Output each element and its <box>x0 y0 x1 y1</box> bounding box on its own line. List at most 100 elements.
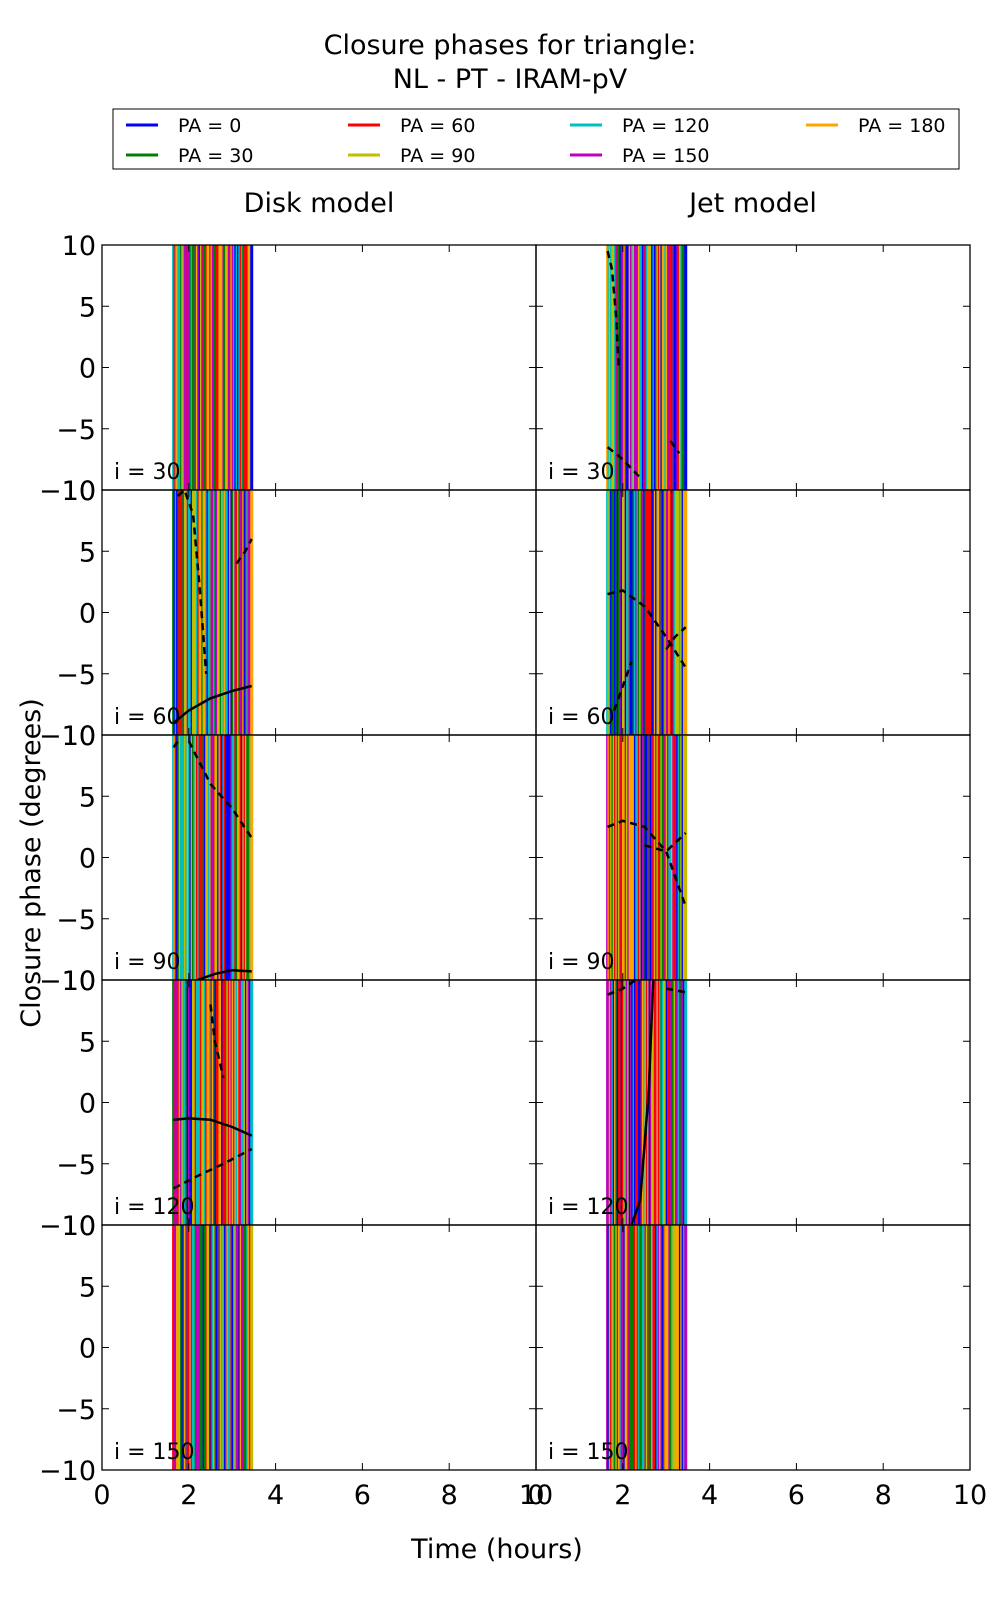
model-curve <box>197 968 252 980</box>
panel: i = 120 <box>535 979 971 1226</box>
y-tick-label: 0 <box>79 1334 96 1365</box>
legend-label: PA = 60 <box>400 115 475 137</box>
x-tick-label: 0 <box>527 1480 544 1511</box>
panel: i = 30 <box>101 244 537 491</box>
axis-tick-labels: −10−50510−10−50510−10−50510−10−50510−10−… <box>39 231 987 1511</box>
y-tick-label: 5 <box>79 537 96 568</box>
panel-row-label: i = 60 <box>548 705 615 730</box>
y-tick-label: 0 <box>79 844 96 875</box>
panel-plot-area <box>172 735 254 980</box>
title-line-1: Closure phases for triangle: <box>324 30 697 61</box>
y-tick-label: 5 <box>79 782 96 813</box>
model-curve <box>172 684 253 724</box>
panel-frame <box>101 244 537 491</box>
model-curve <box>607 589 687 669</box>
model-curve <box>209 1004 225 1079</box>
panel-plot-area <box>172 245 254 490</box>
y-axis-label: Closure phase (degrees) <box>16 698 47 1028</box>
y-tick-label: −5 <box>56 1395 96 1426</box>
panel-row-label: i = 90 <box>114 950 181 975</box>
title-line-2: NL - PT - IRAM-pV <box>393 64 628 95</box>
x-tick-label: 0 <box>93 1480 110 1511</box>
x-tick-label: 10 <box>953 1480 987 1511</box>
model-curve <box>235 538 253 565</box>
legend: PA = 0 PA = 30 PA = 60 PA = 90 PA = 120 PA = … <box>112 108 960 170</box>
legend-label: PA = 0 <box>178 115 241 137</box>
panel: i = 150 <box>535 1224 971 1471</box>
column-title: Jet model <box>687 188 817 219</box>
y-tick-label: 0 <box>79 599 96 630</box>
legend-label: PA = 150 <box>622 145 710 167</box>
y-tick-label: 10 <box>62 721 96 752</box>
y-tick-label: 10 <box>62 231 96 262</box>
panel-plot-area <box>172 1225 254 1470</box>
legend-frame <box>112 108 960 170</box>
panel-plot-area <box>172 980 254 1225</box>
panel: i = 150 <box>101 1224 537 1471</box>
y-tick-label: −5 <box>56 905 96 936</box>
y-tick-label: 10 <box>62 476 96 507</box>
panel-plot-area <box>606 245 688 490</box>
x-tick-label: 8 <box>441 1480 458 1511</box>
panel-frame <box>535 734 971 981</box>
y-tick-label: −5 <box>56 1150 96 1181</box>
x-tick-label: 8 <box>875 1480 892 1511</box>
panel-frame <box>101 489 537 736</box>
panel-frame <box>535 979 971 1226</box>
column-title: Disk model <box>244 188 395 219</box>
y-tick-label: −10 <box>39 721 96 752</box>
panel-frame <box>535 489 971 736</box>
legend-label: PA = 180 <box>858 115 946 137</box>
panel: i = 30 <box>535 244 971 491</box>
x-tick-label: 2 <box>180 1480 197 1511</box>
y-tick-label: −5 <box>56 415 96 446</box>
model-curve <box>173 1147 253 1190</box>
model-curve <box>606 446 642 479</box>
panel-frame <box>101 1224 537 1471</box>
panel-row-label: i = 120 <box>114 1195 195 1220</box>
y-tick-label: −10 <box>39 1211 96 1242</box>
legend-label: PA = 120 <box>622 115 710 137</box>
chart-title: Closure phases for triangle: NL - PT - I… <box>324 30 697 95</box>
y-tick-label: 5 <box>79 1027 96 1058</box>
y-tick-label: −10 <box>39 476 96 507</box>
panel-plot-area <box>606 490 688 735</box>
panel-frame <box>535 1224 971 1471</box>
panel-plot-area <box>172 490 254 735</box>
panel-plot-area <box>606 980 688 1225</box>
panel: i = 120 <box>101 979 537 1226</box>
x-tick-label: 4 <box>701 1480 718 1511</box>
y-tick-label: 5 <box>79 292 96 323</box>
y-tick-label: 10 <box>62 1211 96 1242</box>
model-curve <box>612 661 633 711</box>
panel-frame <box>535 244 971 491</box>
y-tick-label: 0 <box>79 354 96 385</box>
y-tick-label: −10 <box>39 966 96 997</box>
y-tick-label: 5 <box>79 1272 96 1303</box>
legend-label: PA = 30 <box>178 145 253 167</box>
panel-row-label: i = 120 <box>548 1195 629 1220</box>
panel-frame <box>101 734 537 981</box>
panel-plot-area <box>606 735 688 980</box>
model-curve <box>607 819 687 907</box>
panel-row-label: i = 150 <box>114 1440 195 1465</box>
model-curve <box>644 832 687 853</box>
y-tick-label: −10 <box>39 1456 96 1487</box>
column-titles: Disk model Jet model <box>244 188 817 219</box>
panel: i = 90 <box>535 734 971 981</box>
panel-row-label: i = 90 <box>548 950 615 975</box>
y-tick-label: −5 <box>56 660 96 691</box>
x-tick-label: 10 <box>519 1480 553 1511</box>
x-tick-label: 6 <box>354 1480 371 1511</box>
panel: i = 60 <box>101 489 537 736</box>
panel-row-label: i = 30 <box>114 460 181 485</box>
panel-plot-area <box>606 1225 688 1470</box>
model-curve <box>177 490 208 674</box>
panel-row-label: i = 150 <box>548 1440 629 1465</box>
model-curve <box>607 980 637 996</box>
model-curve <box>669 440 681 455</box>
panel-frame <box>101 979 537 1226</box>
model-curve <box>187 740 253 839</box>
model-curve <box>665 987 686 994</box>
